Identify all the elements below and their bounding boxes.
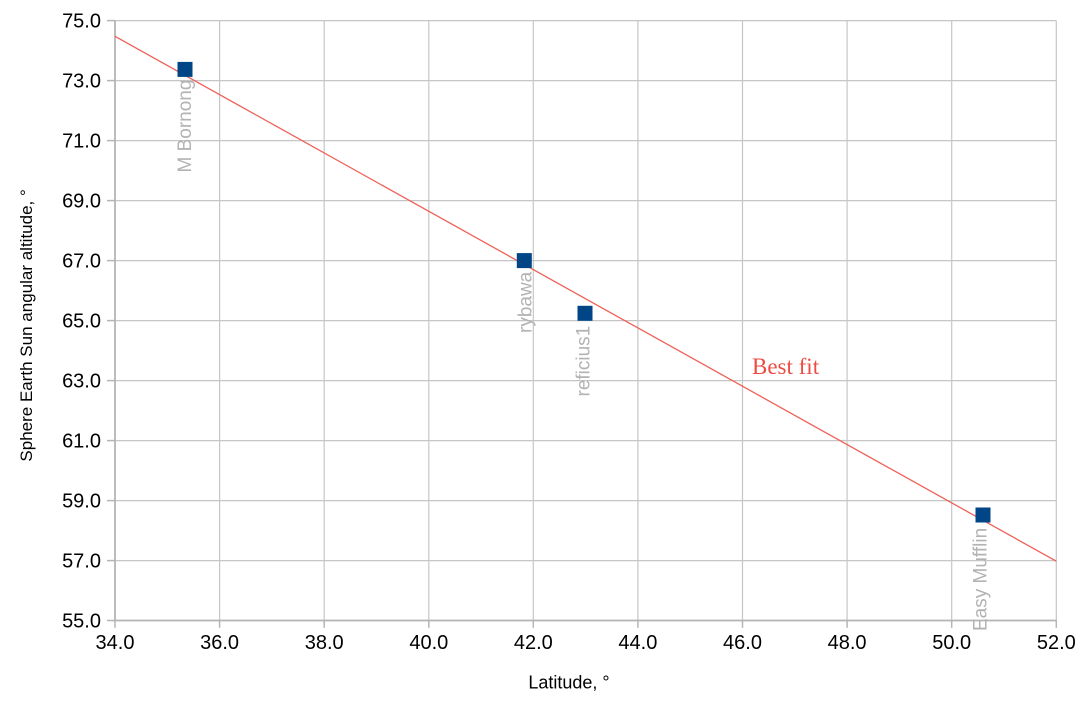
- svg-text:40.0: 40.0: [409, 632, 448, 654]
- svg-text:Latitude, °: Latitude, °: [528, 673, 609, 693]
- svg-text:42.0: 42.0: [514, 632, 553, 654]
- svg-text:Sphere Earth Sun angular altit: Sphere Earth Sun angular altitude, °: [17, 189, 36, 461]
- svg-text:71.0: 71.0: [62, 131, 101, 153]
- svg-text:59.0: 59.0: [62, 491, 101, 513]
- svg-text:52.0: 52.0: [1037, 632, 1076, 654]
- svg-text:36.0: 36.0: [200, 632, 239, 654]
- svg-text:M Bornong: M Bornong: [175, 80, 196, 173]
- svg-text:38.0: 38.0: [305, 632, 344, 654]
- svg-text:reficius1: reficius1: [573, 326, 594, 397]
- svg-text:rybawa: rybawa: [516, 271, 537, 333]
- svg-text:48.0: 48.0: [828, 632, 867, 654]
- svg-text:50.0: 50.0: [932, 632, 971, 654]
- svg-text:69.0: 69.0: [62, 191, 101, 213]
- svg-text:63.0: 63.0: [62, 371, 101, 393]
- svg-text:34.0: 34.0: [96, 632, 135, 654]
- svg-text:65.0: 65.0: [62, 311, 101, 333]
- svg-text:44.0: 44.0: [618, 632, 657, 654]
- svg-text:57.0: 57.0: [62, 551, 101, 573]
- svg-text:46.0: 46.0: [723, 632, 762, 654]
- svg-text:55.0: 55.0: [62, 611, 101, 633]
- svg-text:67.0: 67.0: [62, 251, 101, 273]
- svg-text:75.0: 75.0: [62, 11, 101, 33]
- svg-text:Best fit: Best fit: [752, 354, 820, 379]
- svg-text:73.0: 73.0: [62, 71, 101, 93]
- svg-text:Easy Mufflin: Easy Mufflin: [971, 528, 992, 631]
- svg-text:61.0: 61.0: [62, 431, 101, 453]
